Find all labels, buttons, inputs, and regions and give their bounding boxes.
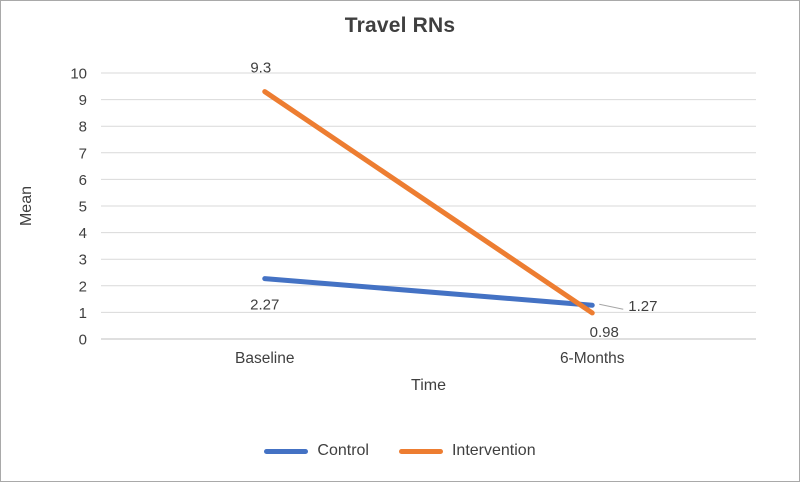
y-tick-label: 8 [79, 119, 87, 136]
legend-item-intervention: Intervention [398, 442, 536, 460]
y-tick-label: 3 [79, 252, 87, 269]
data-label-intervention: 0.98 [590, 324, 619, 341]
chart-title: Travel RNs [344, 14, 456, 37]
series-line-control [262, 276, 595, 308]
data-label-intervention: 9.3 [250, 60, 271, 77]
legend-item-control: Control [264, 442, 369, 460]
y-tick-label: 2 [79, 278, 87, 295]
series-line-intervention [262, 89, 595, 316]
data-label-control: 1.27 [628, 298, 657, 315]
legend-label-intervention: Intervention [451, 442, 536, 459]
y-tick-label: 10 [70, 66, 87, 83]
x-axis-title: Time [411, 377, 446, 394]
y-axis-title: Mean [18, 185, 35, 227]
legend-label-control: Control [317, 442, 369, 459]
y-tick-label: 7 [79, 145, 87, 162]
y-tick-label: 9 [79, 92, 87, 109]
x-category-label: Baseline [235, 350, 294, 367]
data-label-leader-line [599, 303, 624, 310]
legend-swatch-intervention [398, 448, 443, 454]
data-label-control: 2.27 [250, 297, 279, 314]
y-tick-label: 5 [79, 199, 87, 216]
y-tick-label: 6 [79, 172, 87, 189]
y-tick-label: 1 [79, 305, 87, 322]
y-tick-label: 0 [79, 332, 87, 349]
legend: Control Intervention [1, 442, 799, 460]
x-category-label: 6-Months [560, 350, 625, 367]
legend-swatch-control [264, 448, 309, 454]
y-tick-label: 4 [79, 225, 87, 242]
